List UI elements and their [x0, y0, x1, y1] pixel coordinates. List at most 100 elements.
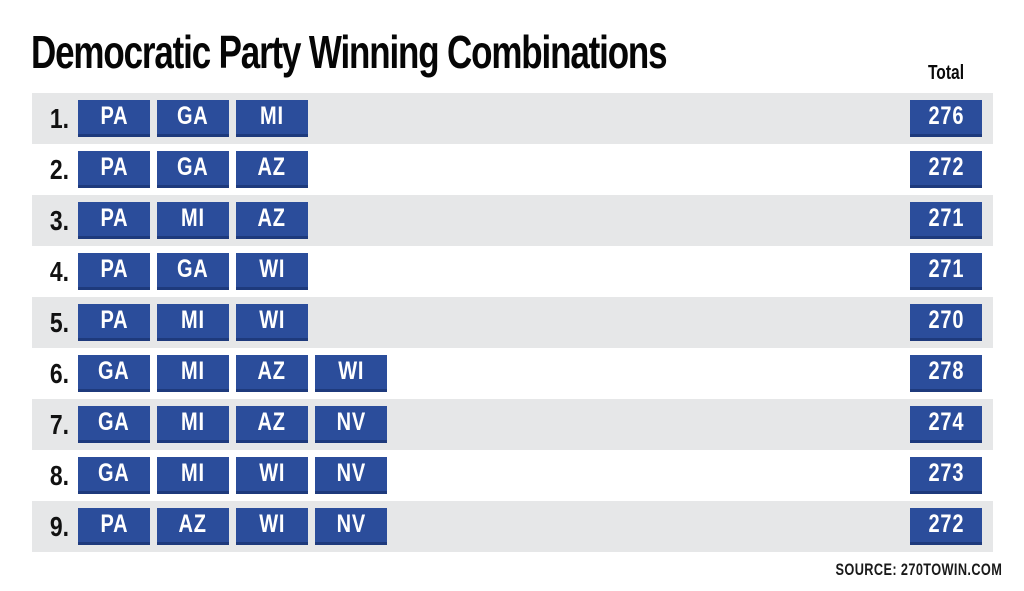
state-badge-az: AZ [236, 202, 308, 239]
state-badge-label: NV [336, 407, 366, 436]
state-badge-label: MI [181, 458, 205, 487]
winning-combinations-table: 1. PA GA MI 276 2. PA GA AZ 272 3. PA MI AZ 271 4. PA GA W… [32, 93, 993, 552]
state-badge-mi: MI [236, 100, 308, 137]
state-badge-label: PA [100, 509, 128, 538]
state-badge-label: GA [177, 152, 209, 181]
state-badge-nv: NV [315, 457, 387, 494]
table-row: 7. GA MI AZ NV 274 [32, 399, 993, 450]
row-rank: 4. [49, 255, 69, 287]
state-badge-label: AZ [257, 356, 287, 385]
row-rank: 5. [49, 306, 69, 338]
state-badge-wi: WI [236, 304, 308, 341]
state-badge-label: AZ [257, 407, 287, 436]
state-badge-nv: NV [315, 508, 387, 545]
total-badge-value: 270 [928, 305, 964, 334]
table-row: 9. PA AZ WI NV 272 [32, 501, 993, 552]
state-badge-label: PA [100, 152, 128, 181]
state-badge-wi: WI [236, 457, 308, 494]
row-rank: 7. [49, 408, 69, 440]
state-badge-label: NV [336, 458, 366, 487]
state-badge-label: PA [100, 203, 128, 232]
state-badge-label: AZ [257, 152, 287, 181]
state-badge-label: WI [258, 305, 286, 334]
state-badge-wi: WI [236, 508, 308, 545]
state-badge-label: MI [181, 305, 205, 334]
total-badge: 271 [910, 202, 982, 239]
state-badge-pa: PA [78, 151, 150, 188]
row-rank: 3. [49, 204, 69, 236]
total-badge: 278 [910, 355, 982, 392]
total-badge-value: 274 [928, 407, 964, 436]
table-row: 1. PA GA MI 276 [32, 93, 993, 144]
table-row: 5. PA MI WI 270 [32, 297, 993, 348]
table-row: 2. PA GA AZ 272 [32, 144, 993, 195]
state-badge-label: WI [258, 254, 286, 283]
total-badge: 271 [910, 253, 982, 290]
state-badge-mi: MI [157, 457, 229, 494]
state-badge-label: NV [336, 509, 366, 538]
total-badge: 276 [910, 100, 982, 137]
state-badge-mi: MI [157, 406, 229, 443]
row-rank: 8. [49, 459, 69, 491]
total-badge: 272 [910, 151, 982, 188]
total-badge-value: 278 [928, 356, 964, 385]
state-badge-label: MI [181, 203, 205, 232]
state-badge-label: AZ [178, 509, 208, 538]
total-badge-value: 272 [928, 509, 964, 538]
total-badge-value: 272 [928, 152, 964, 181]
state-badge-label: MI [181, 356, 205, 385]
state-badge-ga: GA [157, 253, 229, 290]
table-row: 4. PA GA WI 271 [32, 246, 993, 297]
state-badge-pa: PA [78, 508, 150, 545]
state-badge-ga: GA [78, 355, 150, 392]
state-badge-ga: GA [157, 151, 229, 188]
state-badge-pa: PA [78, 202, 150, 239]
row-rank: 1. [49, 102, 69, 134]
table-row: 3. PA MI AZ 271 [32, 195, 993, 246]
state-badge-label: GA [177, 254, 209, 283]
state-badge-az: AZ [236, 355, 308, 392]
state-badge-label: WI [258, 509, 286, 538]
state-badge-nv: NV [315, 406, 387, 443]
state-badge-label: WI [258, 458, 286, 487]
state-badge-wi: WI [236, 253, 308, 290]
total-column-header: Total [927, 62, 965, 84]
row-rank: 2. [49, 153, 69, 185]
total-badge: 274 [910, 406, 982, 443]
state-badge-az: AZ [157, 508, 229, 545]
total-badge: 272 [910, 508, 982, 545]
state-badge-label: AZ [257, 203, 287, 232]
state-badge-label: GA [177, 101, 209, 130]
state-badge-label: MI [181, 407, 205, 436]
state-badge-label: GA [98, 356, 130, 385]
state-badge-ga: GA [78, 457, 150, 494]
state-badge-pa: PA [78, 253, 150, 290]
table-row: 8. GA MI WI NV 273 [32, 450, 993, 501]
state-badge-wi: WI [315, 355, 387, 392]
state-badge-label: PA [100, 101, 128, 130]
state-badge-label: PA [100, 305, 128, 334]
state-badge-mi: MI [157, 304, 229, 341]
total-badge-value: 276 [928, 101, 964, 130]
state-badge-label: MI [260, 101, 284, 130]
total-badge: 270 [910, 304, 982, 341]
total-badge-value: 271 [928, 203, 964, 232]
state-badge-label: GA [98, 458, 130, 487]
state-badge-pa: PA [78, 304, 150, 341]
total-badge-value: 271 [928, 254, 964, 283]
source-attribution: SOURCE: 270TOWIN.COM [835, 560, 1002, 579]
state-badge-ga: GA [78, 406, 150, 443]
state-badge-ga: GA [157, 100, 229, 137]
row-rank: 9. [49, 510, 69, 542]
state-badge-az: AZ [236, 406, 308, 443]
table-row: 6. GA MI AZ WI 278 [32, 348, 993, 399]
state-badge-label: GA [98, 407, 130, 436]
state-badge-label: WI [337, 356, 365, 385]
total-badge: 273 [910, 457, 982, 494]
state-badge-label: PA [100, 254, 128, 283]
row-rank: 6. [49, 357, 69, 389]
state-badge-pa: PA [78, 100, 150, 137]
state-badge-mi: MI [157, 202, 229, 239]
state-badge-az: AZ [236, 151, 308, 188]
total-badge-value: 273 [928, 458, 964, 487]
